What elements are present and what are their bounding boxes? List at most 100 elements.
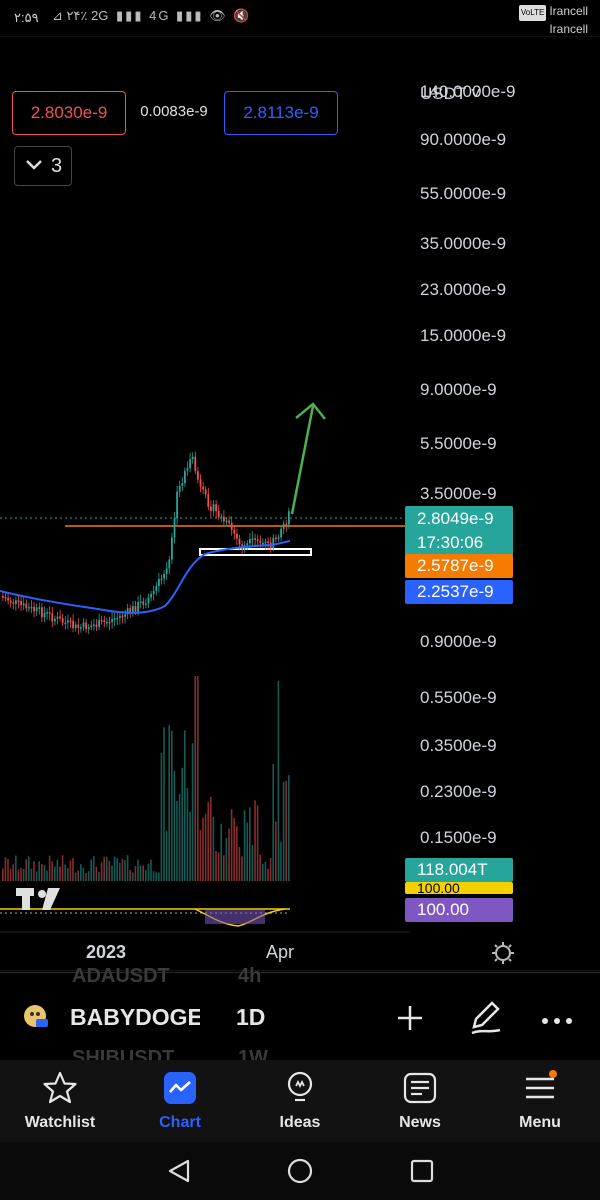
candle-body <box>228 520 230 523</box>
candle-body <box>264 541 267 544</box>
volume-bar <box>176 800 178 881</box>
candle-body <box>77 624 80 628</box>
volume-tag: 118.004T <box>405 858 513 882</box>
volume-bar <box>165 830 168 881</box>
volume-bar <box>225 838 228 881</box>
volume-bar <box>69 860 72 881</box>
candle-body <box>168 559 171 569</box>
volume-bar <box>90 859 92 881</box>
candle-body <box>233 529 236 534</box>
candle-body <box>194 456 197 472</box>
ghost-symbol-top: ADAUSDT <box>72 965 170 987</box>
volume-bar <box>207 802 209 881</box>
volume-bar <box>137 859 139 881</box>
volume-bar <box>275 821 277 881</box>
candle-body <box>90 625 93 628</box>
carrier-info: VoLTE Irancell Irancell <box>518 3 588 37</box>
volume-bar <box>77 870 79 881</box>
bar-countdown: 17:30:06 <box>417 533 484 552</box>
nav-label-menu: Menu <box>519 1114 561 1131</box>
currency-selector[interactable]: USDT ˅ <box>420 84 481 103</box>
volume-bar <box>256 805 259 881</box>
price-scale-label: 23.0000e-9 <box>420 280 507 299</box>
candle-body <box>12 602 15 604</box>
candle-body <box>199 479 202 487</box>
candle-body <box>126 608 129 615</box>
buy-button[interactable]: 2.8113e-9 <box>224 91 338 135</box>
volume-bar <box>147 863 150 881</box>
candle-body <box>20 601 22 606</box>
more-options-icon[interactable] <box>540 1013 574 1031</box>
support-rectangle[interactable] <box>199 548 312 556</box>
candle-body <box>256 539 259 541</box>
candle-body <box>217 510 220 518</box>
price-scale-label: 0.3500e-9 <box>420 736 497 755</box>
candle-body <box>210 506 212 511</box>
candle-body <box>17 600 20 602</box>
volume-bar <box>215 850 217 881</box>
candle-body <box>280 528 282 538</box>
volume-bar <box>194 676 196 881</box>
price-chart-canvas[interactable] <box>0 36 600 971</box>
volume-bar <box>217 852 220 881</box>
candle-body <box>150 593 152 598</box>
candle-body <box>85 622 87 630</box>
indicators-count: 3 <box>51 155 63 177</box>
status-time: ۲:۵۹ <box>14 10 39 25</box>
candle-body <box>43 612 46 618</box>
volume-bar <box>163 727 165 881</box>
nav-label-chart: Chart <box>159 1114 201 1131</box>
volume-bar <box>155 872 157 881</box>
candle-body <box>246 543 249 546</box>
candle-body <box>230 522 233 530</box>
recents-icon[interactable] <box>409 1158 435 1189</box>
tradingview-logo <box>16 888 60 910</box>
candle-body <box>111 619 113 623</box>
volume-bar <box>168 725 170 881</box>
candle-body <box>145 603 147 606</box>
candle-body <box>74 624 77 629</box>
volume-bar <box>262 863 264 881</box>
add-icon[interactable] <box>396 1004 424 1037</box>
volume-bar <box>160 753 163 881</box>
volume-bar <box>267 868 269 881</box>
candle-body <box>288 511 290 525</box>
back-icon[interactable] <box>166 1158 192 1189</box>
drawing-tools-icon[interactable] <box>468 999 504 1040</box>
volume-bar <box>121 858 124 881</box>
green-arrow-line[interactable] <box>290 405 315 515</box>
volume-bar <box>272 764 274 881</box>
volume-bar <box>171 730 173 881</box>
candle-body <box>165 568 168 574</box>
candle-body <box>106 621 108 624</box>
nav-label-watchlist: Watchlist <box>24 1114 96 1131</box>
system-navigation-bar <box>0 1142 600 1200</box>
candle-body <box>238 538 241 545</box>
indicators-toggle[interactable]: 3 <box>14 146 72 186</box>
volume-bar <box>61 855 64 881</box>
candle-body <box>116 617 119 620</box>
candle-body <box>56 616 59 619</box>
carrier-name-2: Irancell <box>549 22 588 36</box>
volume-bar <box>103 856 105 881</box>
chart-settings-icon[interactable] <box>492 942 514 964</box>
spread-value: 0.0083e-9 <box>140 103 208 120</box>
volume-bar <box>173 770 176 881</box>
x-axis-label-2023: 2023 <box>86 942 127 962</box>
volume-bar <box>288 775 290 881</box>
home-icon[interactable] <box>287 1158 313 1189</box>
volume-bar <box>20 867 22 881</box>
symbol-name[interactable]: BABYDOGEU <box>70 1004 200 1030</box>
chart-area[interactable]: USDT ˅ 140.0000e-9 90.0000e-9 55.0000e-9 35… <box>0 36 600 971</box>
candle-body <box>48 612 51 614</box>
sell-button[interactable]: 2.8030e-9 <box>12 91 126 135</box>
volume-bar <box>254 800 256 881</box>
candle-body <box>4 596 7 599</box>
candle-body <box>215 504 217 511</box>
interval-selector[interactable]: 1D <box>236 1004 266 1030</box>
volume-bar <box>87 871 90 881</box>
volume-bar <box>124 860 126 881</box>
price-scale-label: 35.0000e-9 <box>420 234 507 253</box>
volume-bar <box>212 816 215 881</box>
candle-body <box>178 485 181 492</box>
